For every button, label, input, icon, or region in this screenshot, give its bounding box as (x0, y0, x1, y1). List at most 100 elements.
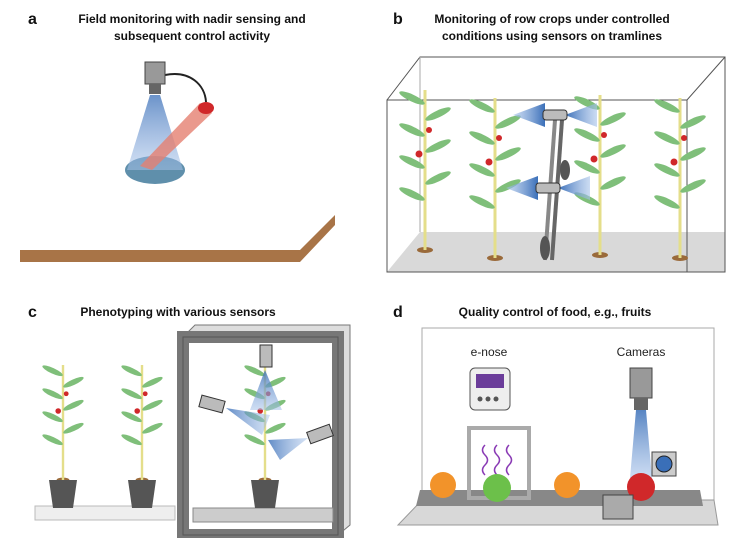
leaf (425, 171, 451, 185)
camera-lens (149, 84, 161, 94)
leaf (42, 411, 63, 423)
leaf (654, 195, 680, 209)
sensor-beam (558, 176, 590, 200)
leaf (63, 399, 84, 411)
orange (554, 472, 580, 498)
panel-title: Monitoring of row crops under controlled (434, 12, 669, 26)
wheel (540, 236, 550, 260)
sensor-beam (268, 438, 308, 460)
label: Cameras (617, 345, 666, 359)
leaf (42, 388, 63, 400)
sensor-beam (250, 370, 282, 410)
leaf (399, 123, 425, 137)
camera-lens (634, 398, 648, 410)
sensor-beam (630, 410, 652, 478)
apple (627, 473, 655, 501)
odor (481, 444, 489, 476)
leaf (654, 99, 680, 113)
frame-inner (182, 336, 339, 536)
control-nozzle (198, 102, 214, 114)
apple (483, 474, 511, 502)
pot (49, 480, 77, 508)
leaf (600, 176, 626, 190)
panel-letter: a (28, 11, 37, 28)
leaf (680, 147, 706, 161)
cable (164, 73, 207, 103)
leaf (63, 376, 84, 388)
panel-title: Field monitoring with nadir sensing and (78, 12, 305, 26)
fruit (142, 391, 148, 397)
panel-letter: c (28, 304, 37, 321)
leaf (42, 365, 63, 377)
panel-title: Quality control of food, e.g., fruits (459, 305, 652, 319)
camera-lens (655, 455, 673, 473)
floor-plate (34, 505, 176, 521)
leaf (495, 147, 521, 161)
illustrations (20, 56, 726, 538)
label: e-nose (471, 345, 508, 359)
leaf (574, 128, 600, 142)
leaf (600, 144, 626, 158)
leaf (244, 365, 265, 377)
leaf (469, 163, 495, 177)
enose-screen (476, 374, 504, 388)
leaf (42, 434, 63, 446)
fruit (670, 158, 678, 166)
panel-title: subsequent control activity (114, 29, 270, 43)
leaf (425, 107, 451, 121)
leaf (121, 434, 142, 446)
fruit (415, 150, 423, 158)
leaf (142, 399, 163, 411)
panel-title: conditions using sensors on tramlines (442, 29, 662, 43)
fruit (63, 391, 69, 397)
fruit (485, 158, 493, 166)
leaf (121, 365, 142, 377)
camera (144, 61, 166, 85)
leaf (142, 422, 163, 434)
sensor-beam (506, 176, 538, 200)
sensor (198, 394, 226, 414)
leaf (425, 139, 451, 153)
camera (602, 494, 634, 520)
floor (387, 232, 725, 272)
leaf (680, 115, 706, 129)
odor (505, 444, 513, 476)
leaf (244, 434, 265, 446)
sensor (306, 423, 334, 445)
fruit (590, 155, 598, 163)
leaf (142, 376, 163, 388)
fruit (134, 408, 140, 414)
fruit (426, 127, 432, 133)
sensor (535, 182, 561, 194)
sensor-beam (513, 103, 545, 127)
fruit (601, 132, 607, 138)
leaf (495, 115, 521, 129)
enose-button (477, 396, 483, 402)
leaf (265, 422, 286, 434)
leaf (600, 112, 626, 126)
leaf (574, 160, 600, 174)
enose-button (493, 396, 499, 402)
panel-letter: d (393, 304, 403, 321)
leaf (121, 411, 142, 423)
sensor (259, 344, 273, 368)
leaf (399, 91, 425, 105)
leaf (680, 179, 706, 193)
camera (629, 367, 653, 399)
leaf (121, 388, 142, 400)
fruit (55, 408, 61, 414)
leaf (469, 99, 495, 113)
pot (251, 480, 279, 508)
sensor (542, 109, 568, 121)
fruit (681, 135, 687, 141)
control-beam (140, 103, 212, 170)
leaf (399, 155, 425, 169)
leaf (399, 187, 425, 201)
leaf (469, 195, 495, 209)
leaf (654, 163, 680, 177)
odor (493, 444, 501, 476)
floor-plate (192, 507, 334, 523)
fruit (496, 135, 502, 141)
orange (430, 472, 456, 498)
